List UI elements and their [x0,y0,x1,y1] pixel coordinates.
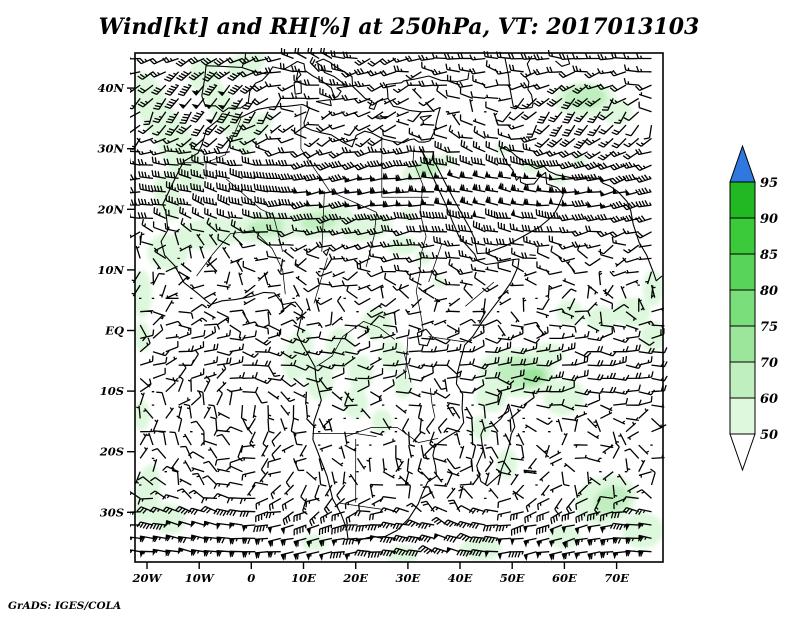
country-border [312,433,377,437]
colorbar-label: 75 [760,320,778,335]
coastline [204,65,243,78]
coastline [476,403,516,487]
rh-patch [593,486,630,515]
barb-pennants [130,90,644,562]
rh-patch [135,400,151,431]
colorbar-segment [729,217,756,255]
rh-patch [343,387,369,420]
rh-patch [348,354,374,392]
rh-patch [371,409,393,434]
rh-patch [556,300,584,325]
x-tick-label: 20W [132,571,163,585]
y-tick-label: 20N [96,202,124,216]
rh-patch [640,321,663,352]
river [345,427,439,443]
coastline [419,114,432,122]
rh-patch [521,368,545,384]
map-frame-border [134,52,664,563]
colorbar-label: 70 [760,356,778,371]
rh-patch [533,342,565,367]
rh-patch [301,534,327,551]
coastline [267,58,389,110]
x-tick-label: 40E [448,571,473,585]
country-border [313,257,328,304]
rh-patch [496,448,518,479]
rh-patch [326,327,354,370]
x-tick-label: 60E [552,571,577,585]
lake-outline [416,328,432,347]
country-border [428,243,443,283]
rh-patch [135,270,153,319]
rh-patch [379,339,405,371]
y-axis: 40N 30N 20N 10N EQ 10S 20S 30S [96,81,135,519]
colorbar-segment [729,325,756,363]
country-border [465,281,495,307]
y-tick-label: EQ [104,324,124,338]
country-border [329,190,377,213]
country-border [428,336,466,343]
rh-shading-layer [135,53,663,562]
colorbar-label: 50 [760,428,778,443]
wind-barbs-layer [130,48,668,562]
rh-patch [432,275,446,289]
colorbar-segment [729,289,756,327]
colorbar-label: 90 [760,212,778,227]
rh-patch [153,173,182,221]
coastline [529,254,536,256]
y-tick-label: 30S [100,505,124,519]
y-tick-label: 40N [97,81,124,95]
colorbar-label: 95 [760,176,778,191]
coastline [315,99,332,107]
x-tick-label: 30E [396,571,421,585]
x-tick-label: 70E [604,571,629,585]
x-tick-label: 50E [500,571,525,585]
colorbar-segment [729,181,756,219]
colorbar-label: 80 [760,284,778,299]
rh-patch [135,321,151,352]
colorbar-label: 85 [760,248,778,263]
rh-patch [621,512,663,549]
rh-colorbar: 95 90 85 80 75 70 60 50 [729,144,778,472]
colorbar-segment [729,397,756,435]
rh-patch [188,57,221,95]
country-border [365,212,377,267]
y-tick-label: 30N [97,142,124,156]
rh-patch [470,415,492,440]
lake-outline [322,248,330,256]
colorbar-under-arrow [729,433,756,472]
x-tick-label: 20E [342,571,368,585]
river [316,321,396,367]
x-tick-label: 0 [247,571,255,585]
y-tick-label: 10S [100,384,124,398]
colorbar-segment [729,361,756,399]
x-tick-label: 10W [185,571,215,585]
rh-patch [548,524,581,549]
x-tick-label: 10E [291,571,316,585]
grads-credit: GrADS: IGES/COLA [8,600,121,612]
y-tick-label: 20S [99,445,124,459]
x-axis: 20W 10W 0 10E 20E 30E 40E 50E 60E 70E [132,562,629,585]
rh-patch [434,152,455,169]
coastline [295,69,302,81]
coastline [293,80,302,95]
chart-title: Wind[kt] and RH[%] at 250hPa, VT: 201701… [99,14,700,40]
rh-patch [543,378,586,416]
colorbar-segment [729,253,756,291]
barb-shafts [130,48,668,560]
coastline [221,103,430,148]
rh-patch [600,100,633,125]
rh-patch [360,308,393,341]
colorbar-label: 60 [760,392,778,407]
river [339,502,382,510]
y-tick-label: 10N [97,263,124,277]
coastline [385,72,470,142]
